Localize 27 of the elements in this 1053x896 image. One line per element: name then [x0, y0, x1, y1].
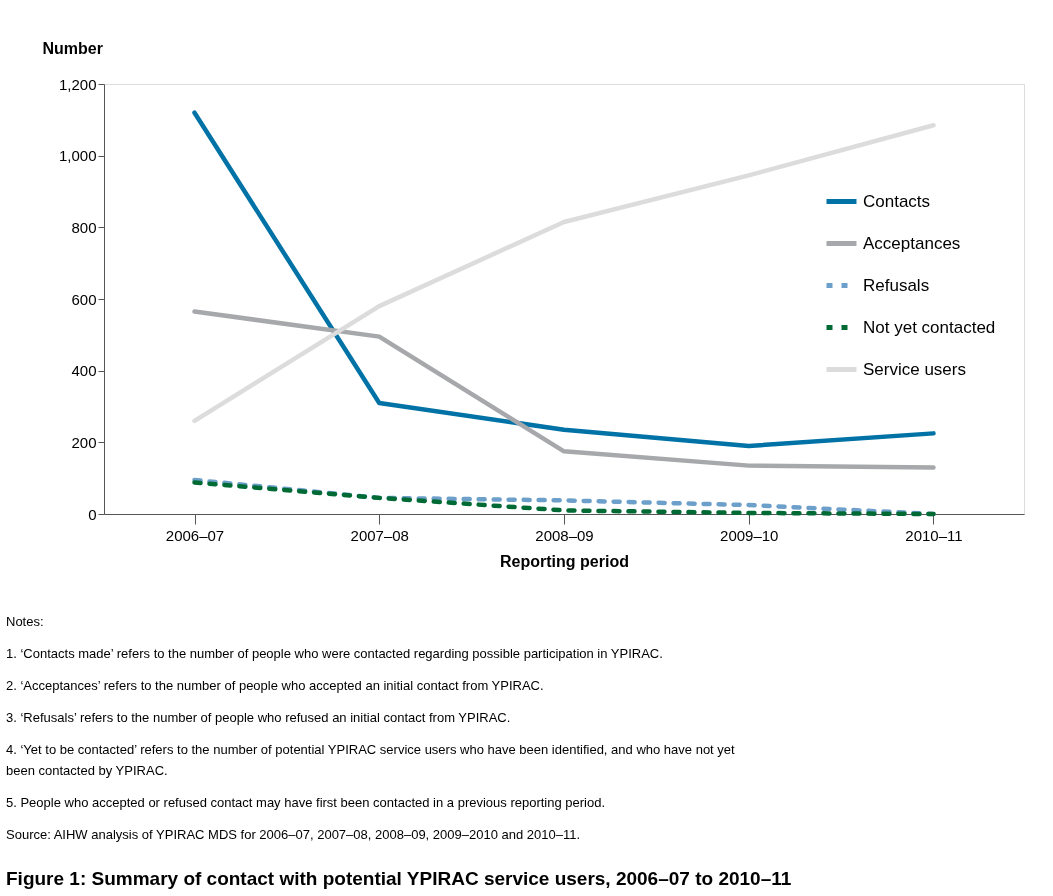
y-tick-label: 200 — [71, 433, 97, 451]
y-tick-label: 0 — [88, 505, 97, 523]
y-tick-label: 600 — [71, 290, 97, 308]
x-axis-title: Reporting period — [500, 552, 629, 570]
y-tick-label: 1,200 — [58, 75, 97, 93]
text: Notes: — [6, 614, 44, 629]
text: 3. ‘Refusals’ refers to the number of people who refused an initial contact from YPIRAC. — [6, 710, 511, 725]
legend-label: Refusals — [863, 275, 930, 295]
legend-label: Acceptances — [863, 233, 961, 253]
legend-label: Not yet contacted — [863, 317, 996, 337]
text: 1. ‘Contacts made’ refers to the number of people who were contacted regarding possible participation in YPIRAC. — [6, 646, 663, 661]
y-tick-label: 800 — [71, 218, 97, 236]
legend-label: Contacts — [863, 191, 931, 211]
text: 2. ‘Acceptances’ refers to the number of people who accepted an initial contact from YPIRAC. — [6, 678, 544, 693]
x-tick-label: 2008–09 — [535, 526, 594, 544]
x-tick-label: 2009–10 — [720, 526, 779, 544]
source-note: Source: AIHW analysis of YPIRAC MDS for 2006–07, 2007–08, 2008–09, 2009–2010 and 2010–11. — [6, 827, 581, 842]
x-tick-label: 2007–08 — [350, 526, 409, 544]
legend-label: Service users — [863, 359, 966, 379]
x-tick-label: 2010–11 — [905, 526, 963, 544]
text: 4. ‘Yet to be contacted’ refers to the number of potential YPIRAC service users who have been identified, and who have not yet been contacted by YPIRAC. — [6, 742, 736, 778]
y-tick-label: 400 — [71, 362, 97, 380]
text: Figure 1: Summary of contact with potential YPIRAC service users, 2006–07 to 2010–11 — [6, 868, 792, 889]
x-tick-label: 2006–07 — [165, 526, 225, 544]
y-axis-title: Number — [42, 39, 103, 57]
y-tick-label: 1,000 — [58, 147, 97, 165]
text: 5. People who accepted or refused contact may have first been contacted in a previous reporting period. — [6, 795, 606, 810]
